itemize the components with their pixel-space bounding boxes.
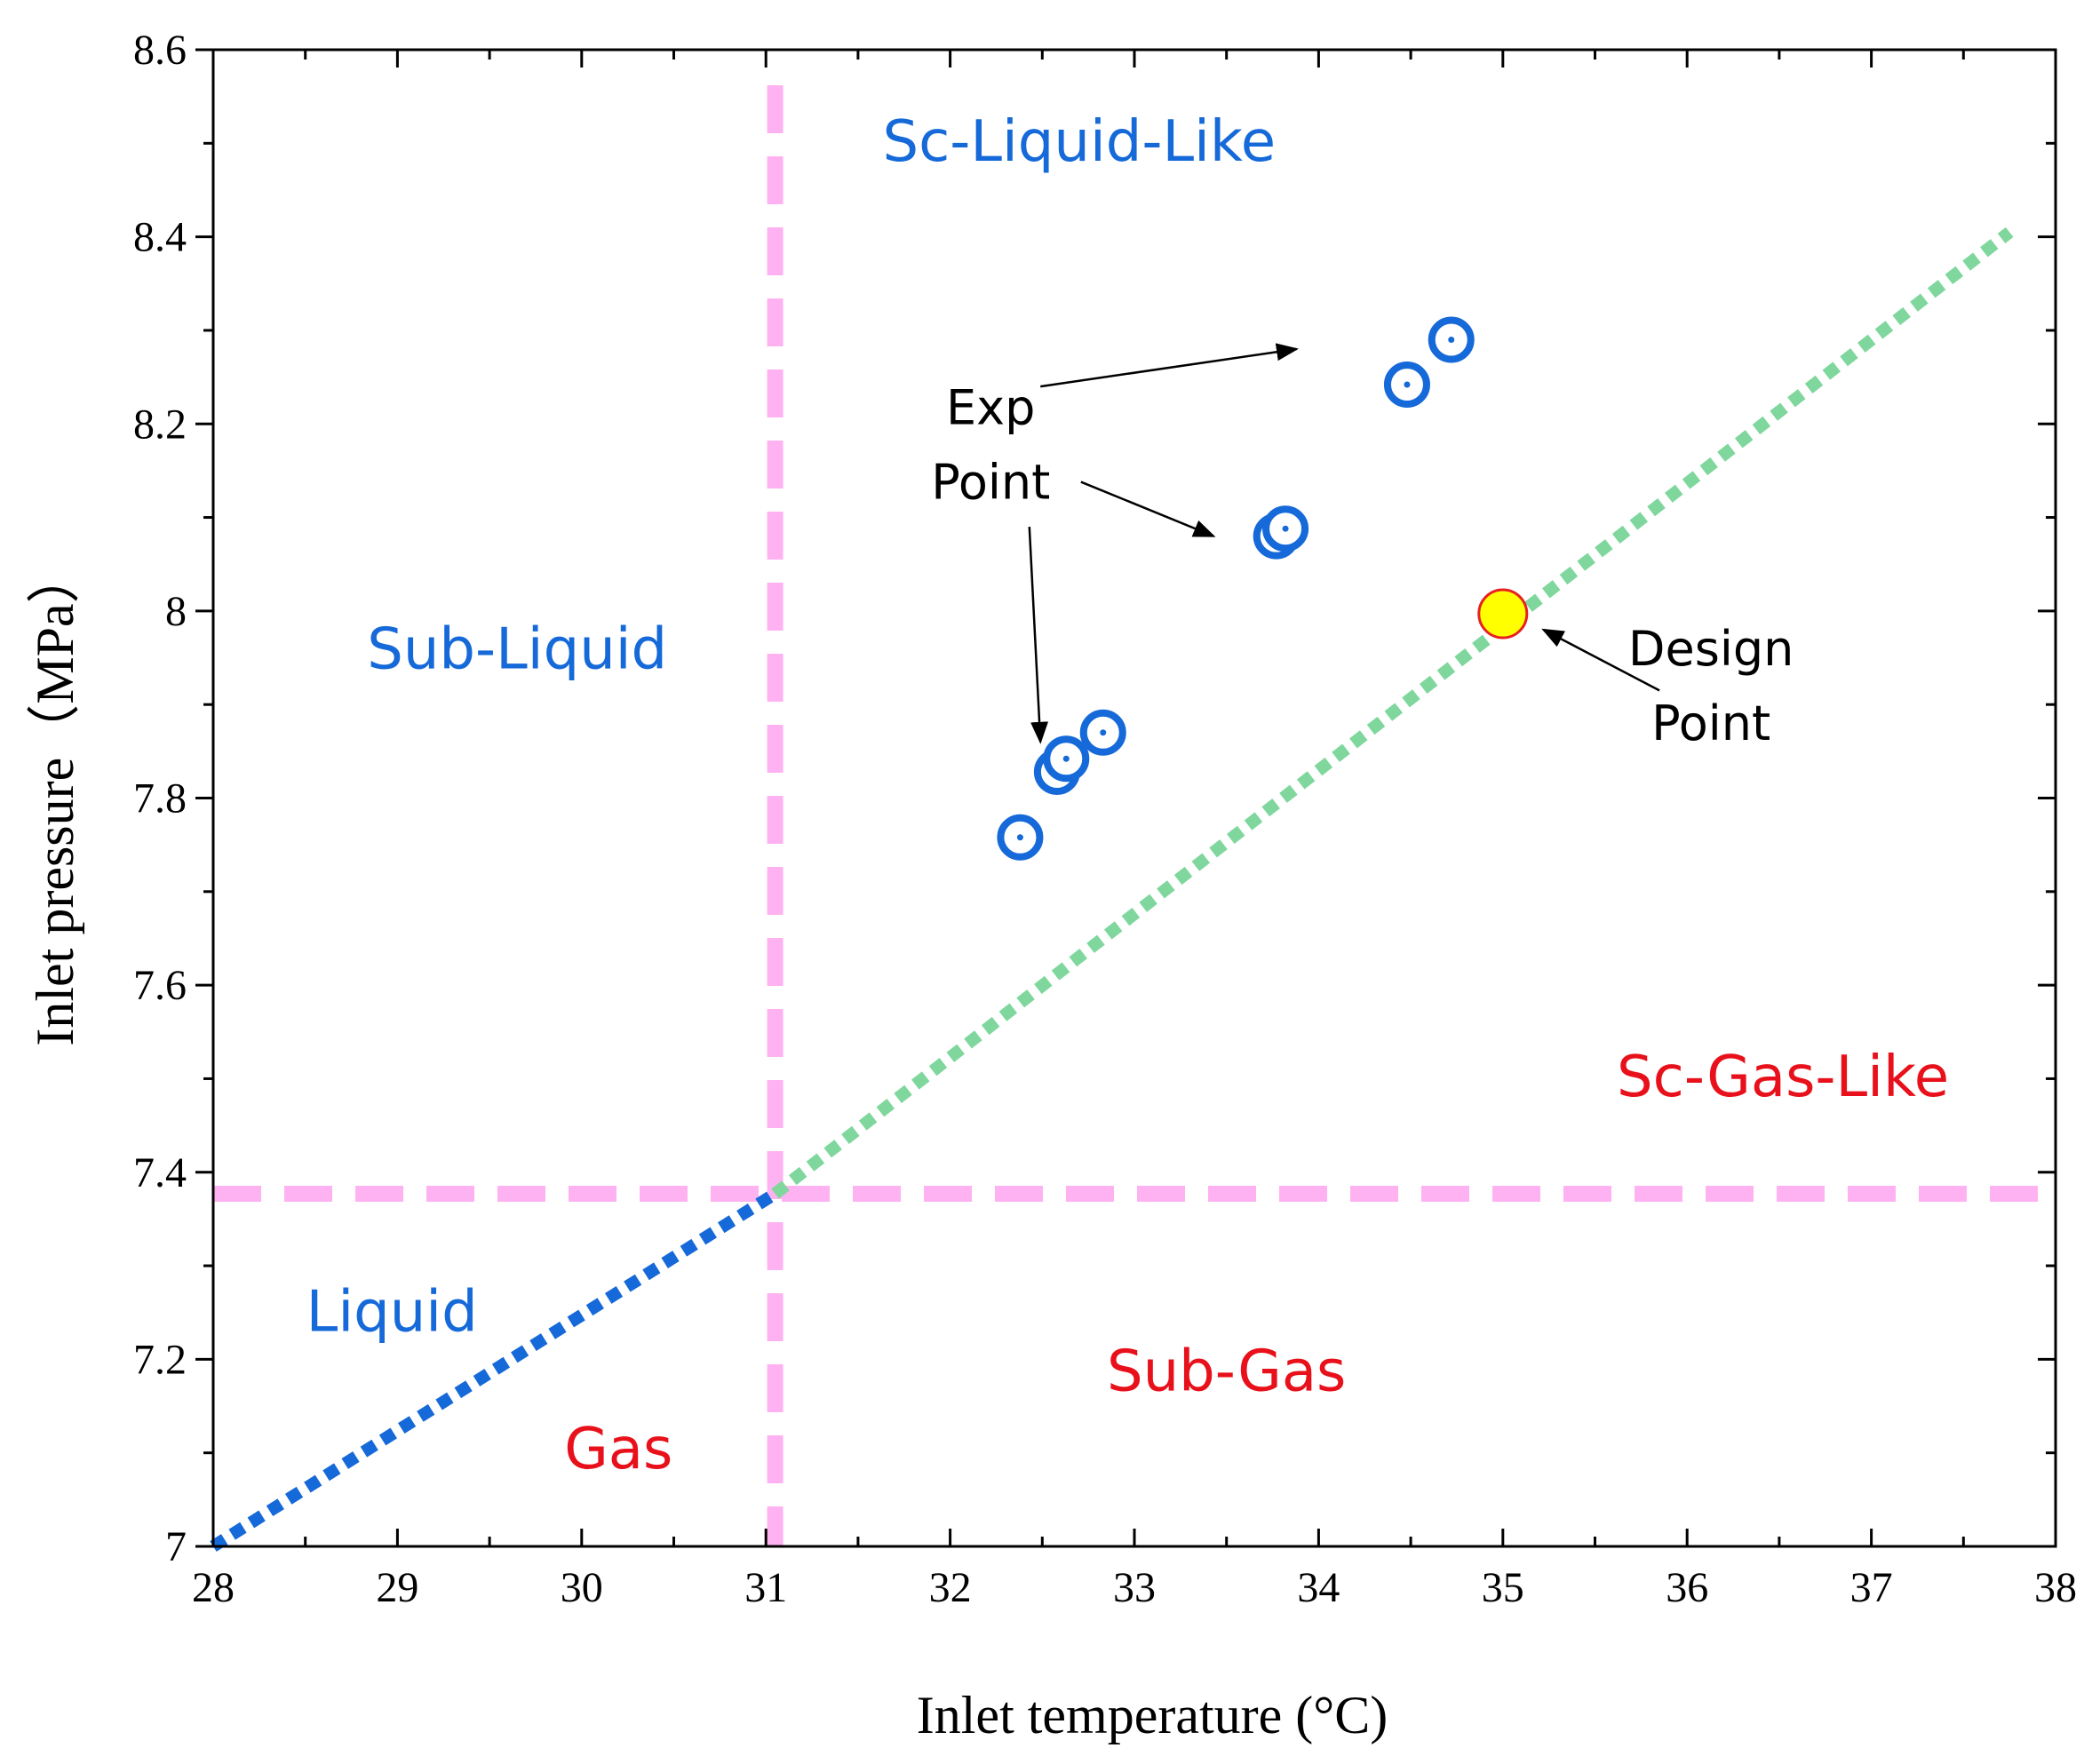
x-tick-label: 30	[561, 1564, 603, 1611]
plot-frame	[211, 48, 2057, 1548]
region-label-gas: Gas	[564, 1417, 672, 1482]
y-tick-label: 7.6	[133, 962, 187, 1009]
exp-point-arrow	[1040, 343, 1299, 388]
exp-point-marker	[1043, 735, 1090, 783]
region-label-sub-liquid: Sub-Liquid	[367, 617, 667, 683]
exp-point-center	[1404, 381, 1411, 388]
exp-point-marker	[1262, 505, 1309, 552]
exp-point-center	[1448, 336, 1455, 343]
x-tick-label: 28	[192, 1564, 235, 1611]
exp-point-marker	[997, 814, 1044, 861]
y-tick-label: 8.4	[133, 214, 187, 261]
x-tick-label: 36	[1666, 1564, 1708, 1611]
exp-point-center	[1100, 729, 1107, 736]
x-tick-label: 35	[1482, 1564, 1524, 1611]
y-tick-label: 7	[165, 1523, 187, 1570]
design-point-annotation-line: Design	[1628, 621, 1794, 677]
exp-point-annotation-line: Exp	[946, 379, 1035, 435]
region-label-sc-liquid-like: Sc-Liquid-Like	[882, 109, 1276, 175]
design-point-marker	[1477, 588, 1529, 640]
exp-point-center	[1282, 525, 1289, 532]
saturation-line-line	[210, 1188, 779, 1552]
design-point-arrow	[1541, 628, 1660, 692]
x-axis-title: Inlet temperature (°C)	[917, 1686, 1388, 1744]
exp-point-center	[1062, 755, 1070, 762]
y-tick-label: 8.6	[133, 27, 187, 74]
x-tick-label: 34	[1297, 1564, 1340, 1611]
x-tick-label: 37	[1850, 1564, 1893, 1611]
y-tick-label: 8	[165, 588, 187, 635]
region-label-sub-gas: Sub-Gas	[1107, 1339, 1346, 1405]
x-tick-label: 29	[376, 1564, 418, 1611]
exp-point-annotation-line: Point	[931, 454, 1050, 510]
region-label-sc-gas-like: Sc-Gas-Like	[1617, 1045, 1949, 1110]
y-tick-label: 8.2	[133, 401, 187, 448]
y-axis-title: Inlet pressure（MPa）	[26, 550, 84, 1045]
x-tick-label: 31	[744, 1564, 787, 1611]
exp-point-marker	[1428, 316, 1475, 363]
x-tick-label: 33	[1113, 1564, 1156, 1611]
exp-point-marker	[1079, 709, 1126, 756]
y-tick-label: 7.4	[133, 1149, 187, 1196]
exp-point-center	[1016, 834, 1023, 841]
y-tick-label: 7.8	[133, 775, 187, 822]
exp-point-arrow	[1028, 527, 1049, 744]
x-tick-label: 32	[929, 1564, 972, 1611]
design-point-annotation-line: Point	[1651, 695, 1770, 751]
exp-point-marker	[1383, 362, 1430, 409]
x-tick-label: 38	[2034, 1564, 2077, 1611]
pseudo-critical-line-line	[771, 226, 2014, 1199]
y-tick-label: 7.2	[133, 1336, 187, 1383]
region-label-liquid: Liquid	[306, 1279, 478, 1345]
exp-point-arrow	[1080, 481, 1216, 537]
